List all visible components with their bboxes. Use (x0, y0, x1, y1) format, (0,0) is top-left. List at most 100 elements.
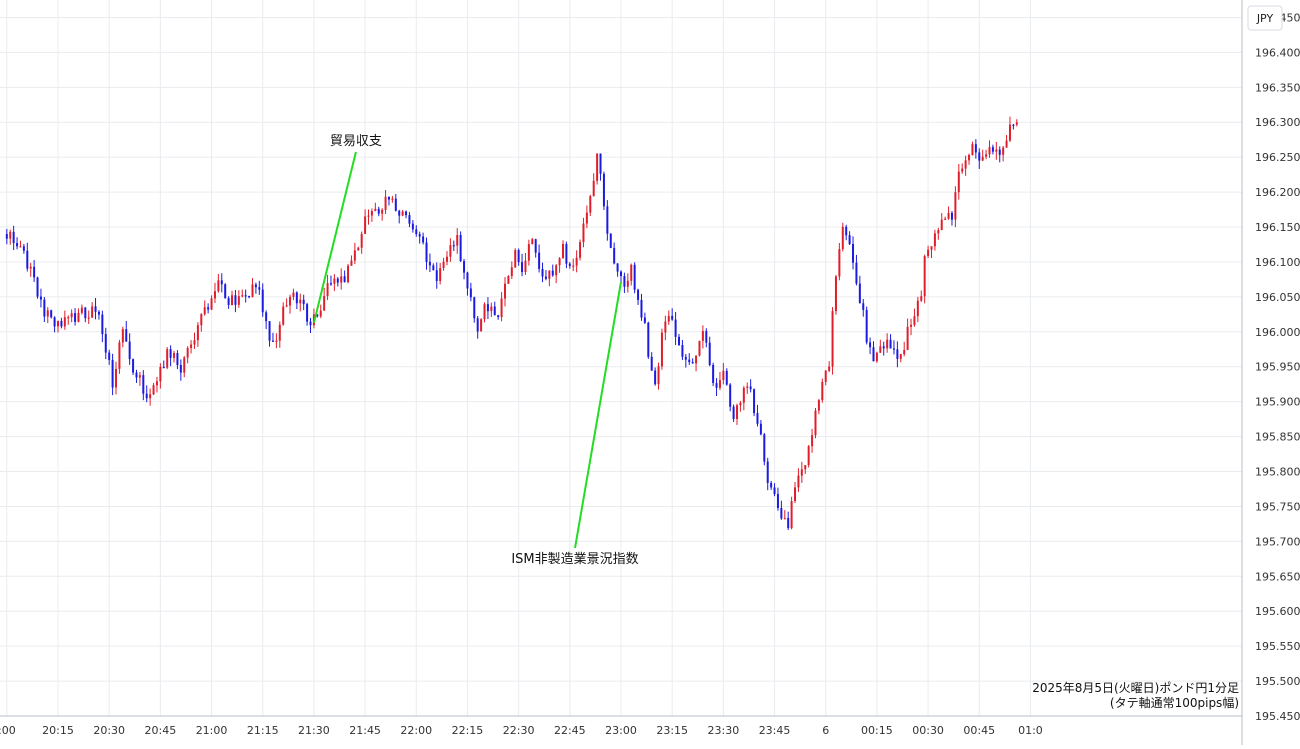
candle-body (995, 149, 998, 152)
candle-body (329, 283, 332, 285)
candle-body (916, 300, 919, 317)
candle-body (551, 270, 554, 276)
candle-body (57, 320, 60, 327)
time-axis: :00 20:15 20:30 20:45 21:00 21:15 21:30 21:45 22… (0, 724, 1043, 737)
candle-body (695, 355, 698, 364)
candle-body (531, 239, 534, 245)
y-tick-label: 196.050 (1255, 291, 1300, 304)
candle-body (957, 171, 960, 193)
candle-body (555, 265, 558, 276)
candle-body (1012, 124, 1015, 126)
candle-body (60, 320, 63, 327)
y-tick-label: 195.850 (1255, 431, 1300, 444)
candle-body (63, 317, 66, 327)
candle-body (923, 256, 926, 297)
candle-body (746, 386, 749, 388)
candle-body (101, 314, 104, 335)
candle-body (664, 321, 667, 333)
candle-body (196, 325, 199, 341)
candle-body (398, 210, 401, 216)
candle-body (333, 278, 336, 284)
candle-body (26, 250, 29, 269)
candle-body (381, 209, 384, 214)
candle-body (824, 370, 827, 382)
candle-body (77, 312, 80, 322)
candle-body (920, 296, 923, 301)
candle-body (227, 298, 230, 306)
candle-body (872, 347, 875, 362)
candle-body (845, 226, 848, 236)
candle-body (715, 383, 718, 388)
candle-body (633, 264, 636, 290)
candle-body (418, 234, 421, 237)
candle-body (258, 287, 261, 290)
candle-body (364, 216, 367, 234)
candle-body (691, 362, 694, 364)
y-tick-label: 195.450 (1255, 710, 1300, 723)
candle-body (739, 402, 742, 406)
candle-body (821, 381, 824, 401)
candle-body (514, 249, 517, 268)
candle-body (46, 310, 49, 317)
candle-body (616, 263, 619, 272)
y-tick-label: 195.650 (1255, 570, 1300, 583)
candle-body (285, 305, 288, 307)
candle-body (930, 246, 933, 250)
candle-body (173, 353, 176, 358)
y-tick-label: 196.150 (1255, 221, 1300, 234)
y-tick-label: 196.100 (1255, 256, 1300, 269)
candle-body (787, 517, 790, 529)
candle-body (207, 307, 210, 310)
candle-body (712, 364, 715, 384)
x-tick-label: 22:45 (554, 724, 586, 737)
candle-body (937, 229, 940, 234)
candle-body (377, 208, 380, 214)
candle-body (155, 381, 158, 386)
candle-body (19, 246, 22, 248)
candle-body (879, 346, 882, 353)
annotation-label: ISM非製造業景況指数 (511, 551, 638, 567)
candle-body (579, 242, 582, 258)
candle-body (968, 155, 971, 161)
candle-body (1008, 124, 1011, 141)
candle-body (401, 211, 404, 216)
chart-caption-subtitle: (タテ軸通常100pips幅) (1110, 695, 1239, 710)
x-tick-label: 20:15 (42, 724, 74, 737)
candle-body (780, 508, 783, 519)
candle-body (807, 446, 810, 466)
grid-layer (0, 0, 1242, 717)
candle-body (387, 196, 390, 200)
candle-body (892, 348, 895, 350)
candle-body (43, 299, 46, 317)
x-tick-label: 23:15 (656, 724, 688, 737)
candle-body (1002, 147, 1005, 155)
x-tick-label: 00:30 (912, 724, 944, 737)
candle-body (804, 465, 807, 470)
candle-body (517, 249, 520, 263)
candle-body (121, 329, 124, 343)
candle-body (394, 198, 397, 211)
candle-body (456, 234, 459, 246)
candle-body (974, 144, 977, 153)
x-tick-label: 21:00 (196, 724, 228, 737)
x-tick-label: 22:15 (452, 724, 484, 737)
candle-body (718, 380, 721, 388)
currency-badge[interactable]: JPY (1256, 12, 1274, 25)
candle-body (452, 245, 455, 247)
annotation-connector (312, 151, 357, 324)
candle-body (763, 434, 766, 462)
candle-body (773, 487, 776, 495)
candle-body (128, 341, 131, 360)
y-tick-label: 195.950 (1255, 361, 1300, 374)
candle-body (210, 298, 213, 310)
candle-body (340, 276, 343, 283)
candle-body (991, 147, 994, 152)
candle-body (149, 394, 152, 399)
currency-badge-box[interactable] (1247, 5, 1283, 31)
candle-body (521, 262, 524, 273)
candle-body (97, 311, 100, 315)
candle-body (558, 258, 561, 266)
candle-body (254, 284, 257, 288)
candle-body (115, 368, 118, 388)
